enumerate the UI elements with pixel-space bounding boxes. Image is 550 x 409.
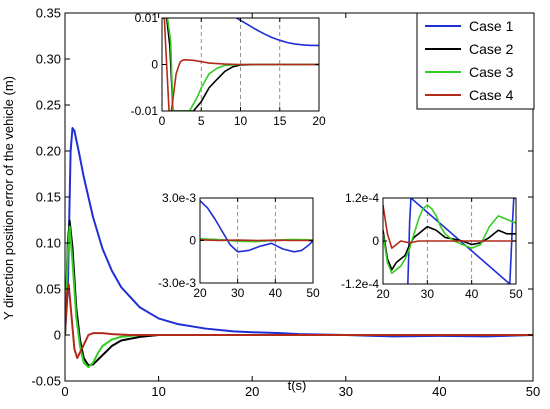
legend: Case 1 Case 2 Case 3 Case 4 xyxy=(416,12,535,110)
y-axis-label: Y direction position error of the vehicl… xyxy=(1,76,16,320)
main-x-tick-label: 0 xyxy=(61,384,68,399)
main-x-tick-label: 20 xyxy=(245,384,259,399)
inset3-x-tick-label: 40 xyxy=(465,287,479,301)
main-y-tick-label: 0 xyxy=(54,328,61,343)
main-y-tick-label: -0.05 xyxy=(31,374,61,389)
main-x-tick-label: 30 xyxy=(339,384,353,399)
main-y-tick-label: 0.30 xyxy=(36,52,61,67)
x-axis-label: t(s) xyxy=(288,378,307,393)
inset1-series-case-1 xyxy=(236,18,319,47)
inset3-series-case-2 xyxy=(383,225,516,271)
inset1-y-tick-label: -0.01 xyxy=(131,104,159,118)
inset1-x-tick-label: 10 xyxy=(234,114,248,128)
legend-item: Case 1 xyxy=(425,18,514,34)
inset-plot-3: 20 30 40 50 1.2e-4 0 -1.2e-4 xyxy=(341,191,523,301)
main-y-tick-label: 0.05 xyxy=(36,282,61,297)
legend-label: Case 2 xyxy=(469,41,514,57)
inset1-x-tick-label: 5 xyxy=(198,114,205,128)
main-y-tick-label: 0.25 xyxy=(36,98,61,113)
inset1-y-tick-label: 0 xyxy=(151,58,158,72)
main-x-tick-label: 10 xyxy=(151,384,165,399)
inset2-x-tick-label: 50 xyxy=(306,286,320,300)
inset2-x-tick-label: 40 xyxy=(269,286,283,300)
inset3-y-tick-label: 0 xyxy=(372,234,379,248)
inset1-x-tick-label: 20 xyxy=(312,114,326,128)
inset3-series-case-4 xyxy=(383,205,516,249)
inset3-series-case-3 xyxy=(383,204,516,275)
inset3-y-tick-label: 1.2e-4 xyxy=(345,191,379,205)
inset-plot-2: 20 30 40 50 3.0e-3 0 -3.0e-3 xyxy=(158,191,320,300)
inset3-y-tick-label: -1.2e-4 xyxy=(341,277,379,291)
main-series-case-4 xyxy=(65,283,533,359)
main-x-tick-label: 40 xyxy=(432,384,446,399)
legend-label: Case 3 xyxy=(469,64,514,80)
inset2-x-tick-label: 30 xyxy=(231,286,245,300)
main-x-tick-label: 50 xyxy=(526,384,540,399)
inset2-y-tick-label: 3.0e-3 xyxy=(162,191,196,205)
inset1-y-tick-label: 0.01 xyxy=(135,11,159,25)
legend-item: Case 3 xyxy=(425,64,514,80)
inset2-series-case-4 xyxy=(200,238,313,242)
inset1-x-tick-label: 15 xyxy=(273,114,287,128)
legend-item: Case 2 xyxy=(425,41,514,57)
inset2-y-tick-label: 0 xyxy=(189,234,196,248)
inset3-x-tick-label: 30 xyxy=(421,287,435,301)
main-y-tick-label: 0.15 xyxy=(36,190,61,205)
main-y-tick-label: 0.10 xyxy=(36,236,61,251)
inset2-x-tick-label: 20 xyxy=(193,286,207,300)
legend-label: Case 4 xyxy=(469,87,514,103)
inset2-series-case-3 xyxy=(200,238,313,243)
inset1-series-case-4 xyxy=(162,18,319,111)
legend-box xyxy=(416,12,535,110)
inset2-y-tick-label: -3.0e-3 xyxy=(158,276,196,290)
legend-label: Case 1 xyxy=(469,18,514,34)
main-y-tick-label: 0.35 xyxy=(36,6,61,21)
inset2-series-case-1 xyxy=(200,200,313,253)
main-y-tick-label: 0.20 xyxy=(36,144,61,159)
inset3-x-tick-label: 20 xyxy=(376,287,390,301)
legend-item: Case 4 xyxy=(425,87,514,103)
inset3-x-tick-label: 50 xyxy=(509,287,523,301)
inset1-x-tick-label: 0 xyxy=(159,114,166,128)
